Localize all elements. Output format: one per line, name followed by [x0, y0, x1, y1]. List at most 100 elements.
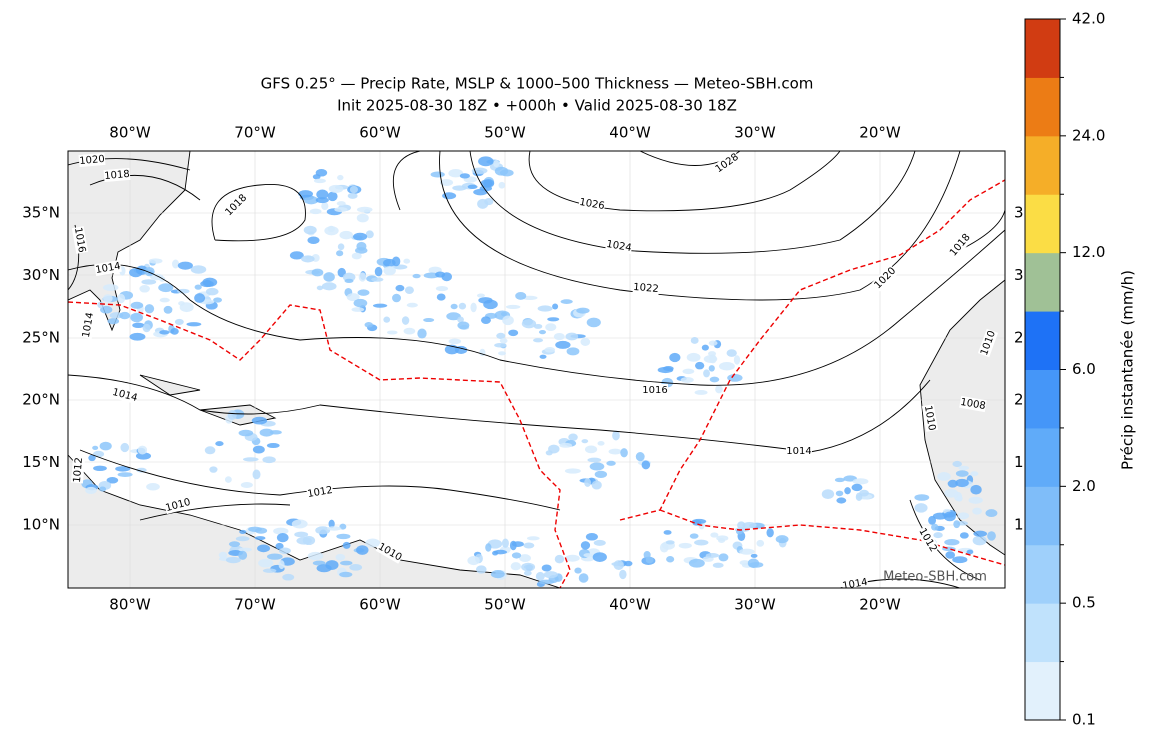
subtitle: Init 2025-08-30 18Z • +000h • Valid 2025…: [337, 97, 737, 115]
precip-cell: [225, 556, 241, 564]
colorbar-segment: [1025, 135, 1060, 195]
precip-cell: [535, 571, 545, 581]
lat-label: 20°N: [22, 391, 60, 409]
precip-cell: [311, 268, 324, 277]
precip-cell: [346, 293, 360, 302]
precip-cell: [458, 302, 467, 310]
precip-cell: [641, 460, 651, 470]
precip-cell: [200, 280, 214, 288]
precip-cell: [498, 351, 507, 356]
precip-cell: [606, 460, 616, 466]
lon-label: 30°W: [734, 596, 776, 614]
precip-cell: [238, 550, 248, 560]
precip-cell: [968, 496, 983, 504]
precip-cell: [450, 303, 458, 310]
precip-cell: [99, 441, 112, 451]
precip-cell: [564, 468, 581, 474]
precip-cell: [144, 266, 155, 277]
precip-cell: [215, 441, 224, 447]
precip-cell: [959, 532, 969, 539]
precip-cell: [592, 552, 607, 562]
precip-cell: [163, 305, 173, 314]
grid: [68, 151, 1005, 588]
precip-cell: [364, 322, 373, 328]
precip-cell: [301, 255, 315, 263]
precip-cell: [739, 560, 750, 566]
precip-cell: [552, 303, 559, 310]
precip-cell: [559, 442, 573, 448]
precip-cell: [933, 532, 943, 539]
precip-cell: [275, 542, 284, 550]
precip-cell: [966, 549, 974, 555]
precip-cell: [117, 293, 126, 304]
precip-cell: [349, 185, 358, 194]
precip-cell: [324, 226, 339, 236]
precip-cell: [718, 362, 735, 371]
precip-cell: [937, 472, 951, 481]
precip-cell: [136, 467, 147, 473]
precip-cell: [956, 495, 963, 502]
precip-cell: [148, 258, 163, 264]
precip-cell: [374, 266, 383, 277]
isobar-label: 1014: [81, 312, 96, 339]
colorbar-segment: [1025, 427, 1060, 487]
precip-cell: [120, 442, 130, 453]
precip-cell: [177, 288, 190, 294]
precip-cell: [107, 318, 120, 325]
precip-cell: [312, 560, 326, 566]
precip-cell: [834, 477, 845, 483]
isobar-label-bg: [632, 280, 660, 296]
precip-cell: [365, 230, 374, 239]
precip-cell: [844, 487, 851, 495]
lat-label: 15°N: [22, 453, 60, 471]
precip-cell: [386, 330, 398, 335]
precip-cell: [493, 549, 507, 555]
precip-cell: [476, 293, 485, 298]
precip-cell: [958, 465, 970, 471]
precip-cell: [254, 536, 266, 541]
precip-cell: [439, 179, 454, 187]
precip-cell: [315, 526, 331, 535]
precip-cell: [678, 542, 692, 549]
precip-cell: [289, 251, 304, 260]
precip-cell: [102, 284, 119, 292]
precip-cell: [537, 305, 553, 312]
precip-cell: [190, 265, 207, 274]
precip-cell: [117, 472, 133, 477]
isobar-label: 1012: [72, 457, 85, 483]
isobar-label: 1020: [79, 154, 105, 167]
precip-cell: [555, 340, 571, 349]
precip-cell: [365, 538, 381, 548]
precip-cell: [328, 519, 335, 529]
precip-cell: [597, 441, 605, 446]
precip-cell: [688, 558, 705, 568]
precip-cell: [278, 547, 291, 554]
lon-label: 80°W: [109, 124, 151, 142]
precip-cell: [533, 338, 544, 343]
isobar-label-bg: [110, 385, 140, 405]
precip-cell: [496, 332, 506, 340]
precip-cell: [576, 307, 590, 314]
colorbar-segment: [1025, 311, 1060, 370]
isobar-label: 1008: [959, 397, 986, 412]
precip-cell: [328, 184, 344, 193]
precip-cell: [146, 483, 160, 491]
precip-cell: [355, 247, 368, 254]
precip-cell: [252, 445, 265, 454]
precip-cell: [775, 535, 789, 544]
precip-cell: [766, 528, 774, 538]
precip-cell: [88, 454, 96, 462]
colorbar-tick-label: 42.0: [1072, 10, 1105, 28]
precip-cell: [448, 338, 462, 345]
isobar-label-bg: [103, 167, 131, 183]
isobar-label: 1014: [842, 577, 869, 592]
isobar-label: 1024: [605, 239, 632, 254]
isobar-label-bg: [605, 237, 633, 255]
precip-cell: [587, 457, 602, 463]
colorbar-tick-label: 0.1: [1072, 711, 1096, 729]
precip-cell: [533, 323, 543, 329]
lon-label: 40°W: [609, 124, 651, 142]
precip-cell: [581, 439, 589, 444]
isobar-label: 1018: [104, 169, 130, 182]
precip-cell: [538, 579, 555, 585]
